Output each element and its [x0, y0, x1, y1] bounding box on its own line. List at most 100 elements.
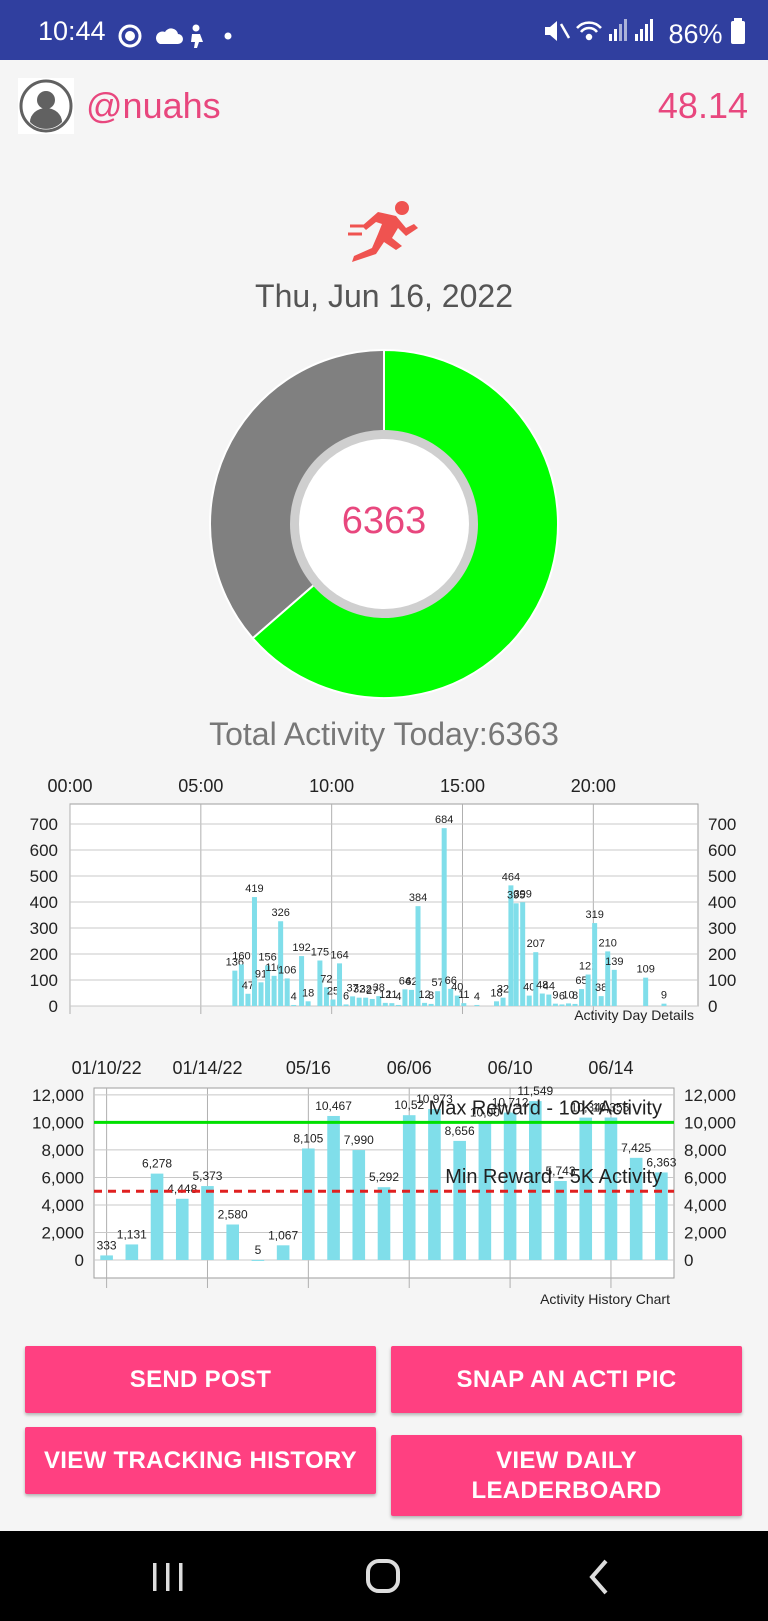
history-chart-y-tick-left: 4,000 — [41, 1196, 84, 1215]
history-chart-bar — [579, 1117, 593, 1260]
view-daily-leaderboard-button[interactable]: VIEW DAILY LEADERBOARD — [391, 1435, 742, 1516]
history-chart-bar-label: 7,425 — [621, 1141, 651, 1155]
day-chart-bar-label: 6 — [559, 990, 565, 1002]
home-icon[interactable] — [344, 1531, 424, 1621]
day-chart-bar-label: 91 — [255, 968, 267, 980]
day-chart-bar — [284, 978, 290, 1006]
day-chart-bar-label: 395 — [507, 889, 525, 901]
day-chart-y-tick-left: 600 — [30, 841, 58, 860]
day-chart-bar — [533, 952, 539, 1006]
day-chart-y-tick-left: 500 — [30, 867, 58, 886]
day-chart-bar-label: 25 — [327, 986, 339, 998]
history-chart-x-tick: 06/14 — [588, 1058, 633, 1078]
history-chart-y-tick-right: 4,000 — [684, 1196, 727, 1215]
day-chart-y-tick-right: 500 — [708, 867, 736, 886]
day-chart-y-tick-right: 100 — [708, 971, 736, 990]
history-chart-x-tick: 06/06 — [387, 1058, 432, 1078]
day-chart-bar — [337, 963, 343, 1006]
username: @nuahs — [86, 85, 221, 126]
avatar-icon[interactable] — [18, 78, 74, 134]
snap-pic-button[interactable]: SNAP AN ACTI PIC — [391, 1346, 742, 1413]
day-chart-bar — [271, 975, 277, 1006]
day-chart-bar-label: 48 — [536, 980, 548, 992]
day-chart-bar-label: 419 — [245, 883, 263, 895]
history-chart-bar-label: 333 — [97, 1238, 117, 1252]
day-chart-y-tick-right: 0 — [708, 997, 717, 1016]
day-chart-bar — [520, 902, 526, 1006]
signal-icon — [634, 19, 653, 41]
history-chart-bar-label: 5,373 — [192, 1169, 222, 1183]
day-chart-bar — [474, 1004, 480, 1006]
day-chart-bar-label: 326 — [271, 907, 289, 919]
history-chart-y-tick-right: 12,000 — [684, 1086, 736, 1105]
history-chart-bar — [604, 1117, 618, 1260]
day-chart-bar — [278, 921, 284, 1006]
send-post-button[interactable]: SEND POST — [25, 1346, 376, 1413]
day-chart-bar-label: 192 — [292, 942, 310, 954]
history-chart-y-tick-left: 2,000 — [41, 1223, 84, 1242]
wifi-icon — [575, 21, 602, 41]
day-chart-bar-label: 72 — [320, 973, 332, 985]
history-chart-x-tick: 01/14/22 — [172, 1058, 242, 1078]
back-icon[interactable] — [560, 1531, 640, 1621]
day-chart-bar-label: 164 — [330, 949, 348, 961]
battery-icon — [731, 18, 745, 44]
day-chart-bar-label: 65 — [575, 975, 587, 987]
day-chart-bar-label: 399 — [514, 888, 532, 900]
day-chart-bar-label: 57 — [432, 977, 444, 989]
history-chart-bar — [150, 1173, 164, 1260]
day-chart-bar — [579, 989, 585, 1006]
recent-apps-icon[interactable] — [128, 1531, 208, 1621]
history-chart-bar — [100, 1255, 113, 1260]
cloud-icon — [156, 28, 183, 44]
day-chart-bar — [299, 956, 305, 1006]
day-chart-bar — [382, 1002, 388, 1006]
day-chart-bar — [611, 969, 617, 1006]
day-chart-bar — [508, 885, 514, 1006]
history-chart-bar-label: 10,712 — [492, 1096, 529, 1110]
history-chart-bar — [251, 1259, 265, 1261]
day-chart-bar-label: 4 — [395, 991, 401, 1003]
history-chart-bar-label: 1,067 — [268, 1228, 298, 1242]
day-chart-bar — [363, 997, 369, 1006]
history-chart-y-tick-right: 6,000 — [684, 1168, 727, 1187]
history-chart-bar-label: 5,292 — [369, 1170, 399, 1184]
view-tracking-history-button[interactable]: VIEW TRACKING HISTORY — [25, 1427, 376, 1494]
status-time: 10:44 — [38, 16, 106, 46]
day-chart-bar — [376, 996, 382, 1006]
day-chart-bar — [265, 965, 271, 1006]
total-activity-label: Total Activity Today:6363 — [209, 716, 559, 752]
day-chart-description: Activity Day Details — [574, 1007, 694, 1023]
day-chart-bar — [422, 1002, 428, 1006]
history-chart-bar — [478, 1122, 492, 1260]
history-chart-bar-label: 10,34 — [571, 1101, 601, 1115]
day-chart-x-tick: 20:00 — [571, 776, 616, 796]
day-chart-bar — [546, 994, 552, 1006]
day-chart-bar-label: 38 — [373, 982, 385, 994]
day-chart-bar-label: 32 — [497, 984, 509, 996]
day-chart-bar-label: 44 — [543, 981, 555, 993]
activity-history-chart: 01/10/22 01/14/22 05/16 06/06 06/10 06/14 0 0 2,… — [0, 1050, 768, 1310]
day-chart-bar — [494, 1001, 500, 1006]
day-chart-bar — [552, 1003, 558, 1006]
donut-center — [299, 439, 469, 609]
day-chart-bar-label: 9 — [661, 990, 667, 1002]
history-chart-y-tick-left: 6,000 — [41, 1168, 84, 1187]
day-chart-bar — [350, 996, 356, 1006]
day-chart-bar — [369, 998, 375, 1006]
history-chart-y-tick-right: 2,000 — [684, 1223, 727, 1242]
day-chart-bar-label: 109 — [636, 964, 654, 976]
day-chart-x-tick: 10:00 — [309, 776, 354, 796]
history-chart-bar-label: 10,00 — [470, 1105, 500, 1119]
day-chart-bar — [526, 995, 532, 1006]
history-chart-y-tick-left: 8,000 — [41, 1141, 84, 1160]
history-chart-bar — [629, 1157, 643, 1260]
history-chart-y-tick-left: 0 — [75, 1251, 84, 1270]
day-chart-bar — [402, 989, 408, 1006]
day-chart-x-tick: 00:00 — [47, 776, 92, 796]
status-system-icons: 86% — [541, 16, 746, 53]
history-chart-bar-label: 4,448 — [167, 1182, 197, 1196]
day-chart-bar-label: 37 — [346, 982, 358, 994]
day-chart-bar-label: 6 — [343, 990, 349, 1002]
day-chart-bar — [317, 960, 323, 1006]
